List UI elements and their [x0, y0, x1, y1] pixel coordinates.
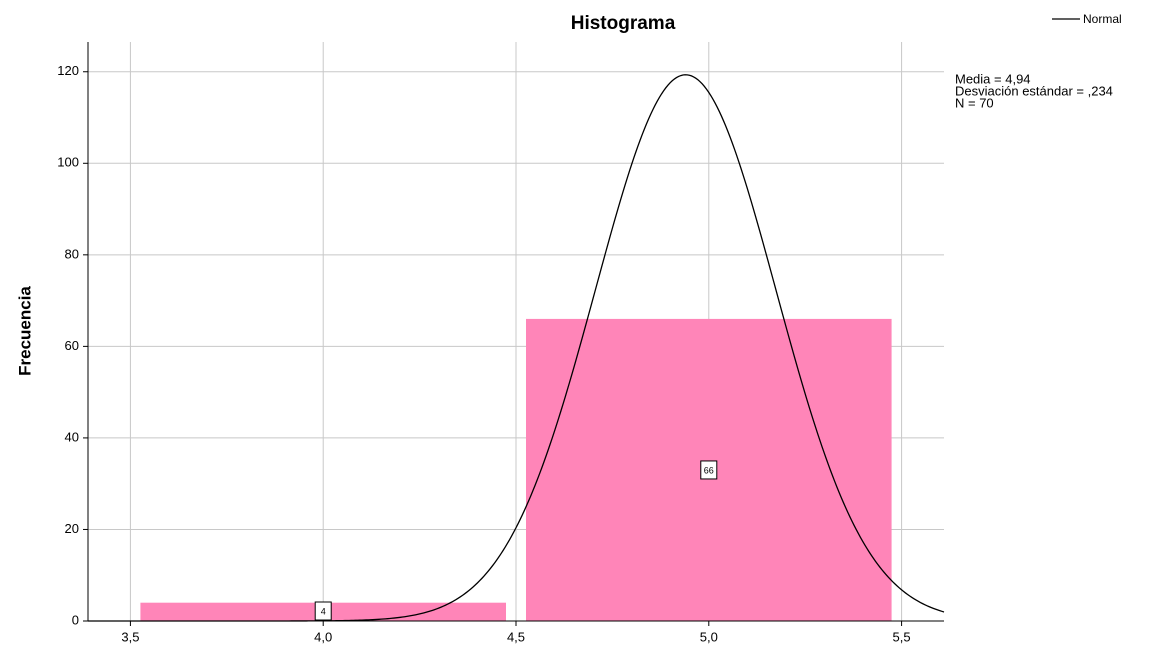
y-tick-label: 40: [65, 429, 79, 444]
x-tick-label: 4,0: [314, 629, 332, 644]
x-tick-label: 5,5: [893, 629, 911, 644]
y-tick-label: 100: [57, 155, 79, 170]
y-tick-label: 120: [57, 63, 79, 78]
value-label: 66: [704, 465, 714, 475]
stat-annotation: N = 70: [955, 95, 994, 110]
legend-label: Normal: [1083, 12, 1122, 26]
value-label-box: [314, 601, 332, 621]
y-tick-label: 0: [72, 612, 79, 627]
y-tick-label: 20: [65, 521, 79, 536]
y-tick-label: 60: [65, 338, 79, 353]
y-tick-label: 80: [65, 246, 79, 261]
chart-title: Histograma: [571, 13, 676, 34]
value-label-box: [700, 460, 718, 480]
x-tick-label: 4,5: [507, 629, 525, 644]
stat-annotation: Desviación estándar = ,234: [955, 83, 1113, 98]
value-label: 4: [321, 606, 326, 616]
x-tick-label: 5,0: [700, 629, 718, 644]
stat-annotation: Media = 4,94: [955, 71, 1031, 86]
x-tick-label: 3,5: [121, 629, 139, 644]
y-axis-title: Frecuencia: [15, 286, 34, 376]
